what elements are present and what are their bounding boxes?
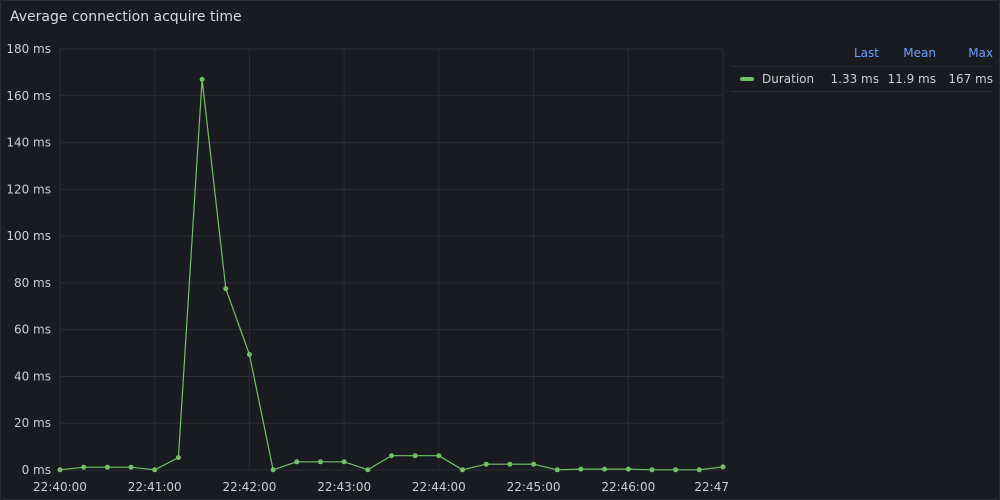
y-tick-label: 180 ms (6, 42, 51, 56)
series-duration (57, 76, 726, 473)
y-tick-label: 100 ms (6, 229, 51, 243)
y-tick-label: 0 ms (22, 463, 51, 477)
legend-last-value: 1.33 ms (830, 72, 879, 86)
data-point[interactable] (720, 464, 726, 470)
x-tick-label: 22:43:00 (317, 480, 371, 494)
data-point[interactable] (81, 464, 87, 470)
x-tick-label: 22:40:00 (33, 480, 87, 494)
x-tick-label: 22:45:00 (507, 480, 561, 494)
y-tick-label: 20 ms (14, 416, 51, 430)
x-tick-label: 22:47 (694, 480, 729, 494)
data-point[interactable] (175, 455, 181, 461)
data-point[interactable] (673, 467, 679, 473)
data-point[interactable] (365, 467, 371, 473)
legend-col-max[interactable]: Max (968, 46, 993, 60)
data-point[interactable] (389, 453, 394, 459)
x-axis: 22:40:00 22:41:00 22:42:00 22:43:00 22:44:00… (33, 480, 729, 494)
legend-max-value: 167 ms (948, 72, 993, 86)
data-point[interactable] (460, 467, 465, 473)
series-color-swatch[interactable] (740, 77, 754, 81)
panel-title[interactable]: Average connection acquire time (10, 9, 242, 25)
data-point[interactable] (104, 464, 110, 470)
y-tick-label: 40 ms (14, 369, 51, 383)
series-line[interactable] (59, 78, 724, 471)
legend-col-last[interactable]: Last (854, 46, 879, 60)
data-point[interactable] (128, 464, 134, 470)
y-tick-label: 80 ms (14, 276, 51, 290)
data-point[interactable] (246, 352, 252, 357)
grid (59, 48, 724, 471)
data-point[interactable] (270, 467, 276, 473)
y-tick-label: 60 ms (14, 323, 51, 337)
x-tick-label: 22:42:00 (222, 480, 276, 494)
data-point[interactable] (294, 459, 300, 465)
data-point[interactable] (507, 461, 513, 467)
legend-row-duration[interactable]: Duration 1.33 ms 11.9 ms 167 ms (731, 66, 993, 92)
data-point[interactable] (602, 466, 608, 472)
data-point[interactable] (57, 467, 63, 473)
y-tick-label: 120 ms (6, 182, 51, 196)
x-tick-label: 22:46:00 (601, 480, 655, 494)
legend-series-name: Duration (762, 72, 815, 86)
data-point[interactable] (199, 76, 205, 82)
x-tick-label: 22:44:00 (412, 480, 466, 494)
data-point[interactable] (483, 461, 489, 467)
data-point[interactable] (412, 453, 418, 459)
legend-table: Last Mean Max Duration 1.33 ms 11.9 ms 1… (731, 43, 993, 92)
x-tick-label: 22:41:00 (128, 480, 182, 494)
data-point[interactable] (152, 467, 158, 473)
data-point[interactable] (649, 467, 655, 473)
data-point[interactable] (436, 453, 442, 459)
data-point[interactable] (531, 461, 537, 467)
data-point[interactable] (696, 467, 702, 473)
data-point[interactable] (554, 467, 560, 473)
data-point[interactable] (578, 466, 584, 472)
data-point[interactable] (318, 459, 323, 465)
data-point[interactable] (223, 286, 229, 292)
data-point[interactable] (625, 466, 631, 472)
y-axis: 0 ms 20 ms 40 ms 60 ms 80 ms 100 ms 120 ms 140 … (6, 42, 51, 477)
data-point[interactable] (341, 459, 347, 465)
legend-header: Last Mean Max (731, 43, 993, 63)
legend-mean-value: 11.9 ms (887, 72, 936, 86)
y-tick-label: 160 ms (6, 89, 51, 103)
y-tick-label: 140 ms (6, 136, 51, 150)
legend-col-mean[interactable]: Mean (903, 46, 936, 60)
